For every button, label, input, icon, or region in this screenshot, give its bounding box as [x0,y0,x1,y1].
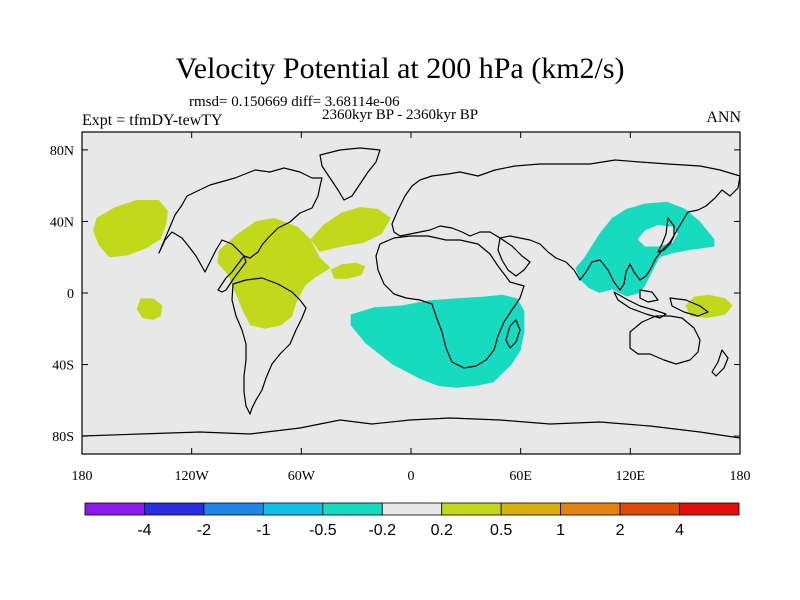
region-positive-atlantic [310,207,391,252]
colorbar-box [144,502,205,516]
y-tick-label: 0 [67,287,74,302]
coast-new-zealand [711,349,729,377]
colorbar-box [679,502,740,516]
map-background [82,132,740,454]
coastlines [81,147,741,439]
region-positive-west-pacific [685,294,733,318]
period-label: 2360kyr BP - 2360kyr BP [322,107,479,123]
coast-central-america [217,255,247,293]
coast-greenland [319,147,381,201]
coast-australia [629,315,701,365]
region-positive-americas [217,217,331,329]
region-positive-north-pacific [93,200,168,258]
experiment-label: Expt = tfmDY-tewTY [82,112,223,129]
x-tick-label: 60W [288,469,316,484]
colorbar-box [262,502,324,516]
y-tick-label: 80N [50,144,74,159]
colorbar-box [203,502,264,516]
coast-madagascar [505,319,521,349]
colorbar-label: 1 [556,522,565,539]
colorbar-box [84,502,145,516]
colorbar-box [381,502,443,516]
coast-japan [657,217,675,253]
x-tick-label: 180 [72,469,93,484]
x-tick-label: 120E [616,469,646,484]
colorbar-label: 2 [616,522,625,539]
colorbar-box [322,502,383,516]
coast-north-america [158,167,323,273]
colorbar-label: 0.5 [490,522,512,539]
colorbar-label: -2 [197,522,211,539]
colorbar-label: -0.2 [368,522,396,539]
stats-line: rmsd= 0.150669 diff= 3.68114e-06 [189,94,400,110]
colorbar: -4 -2 -1 -0.5 -0.2 0.2 0.5 1 2 4 [84,502,740,539]
colorbar-label: -1 [256,522,270,539]
season-label: ANN [706,109,741,126]
contour-regions [93,200,733,388]
map-axes: 180 120W 60W 0 60E 120E 180 80N 40N 0 40S 80S [50,132,751,484]
colorbar-box [500,502,562,516]
y-tick-label: 40N [50,215,74,230]
colorbar-box [441,502,502,516]
coast-antarctica [81,417,741,439]
colorbar-label: 0.2 [431,522,453,539]
colorbar-label: -0.5 [309,522,337,539]
y-tick-label: 80S [52,430,74,445]
region-neutral-japan-hole [637,225,678,247]
region-positive-atlantic-small [330,262,366,279]
coast-south-america [231,277,307,415]
x-tick-label: 0 [408,469,415,484]
x-tick-label: 180 [730,469,751,484]
coast-africa [375,235,525,369]
chart-title: Velocity Potential at 200 hPa (km2/s) [175,52,625,85]
colorbar-label: 4 [675,522,684,539]
region-positive-central-pacific [136,298,163,320]
coast-eurasia [391,159,741,291]
coast-new-guinea [669,297,709,317]
x-tick-label: 120W [175,469,210,484]
coast-arabia [497,237,531,277]
colorbar-box [560,502,621,516]
y-tick-label: 40S [52,359,74,374]
colorbar-label: -4 [137,522,151,539]
region-negative-southern-africa [350,294,525,388]
x-tick-label: 60E [509,469,532,484]
colorbar-box [619,502,680,516]
